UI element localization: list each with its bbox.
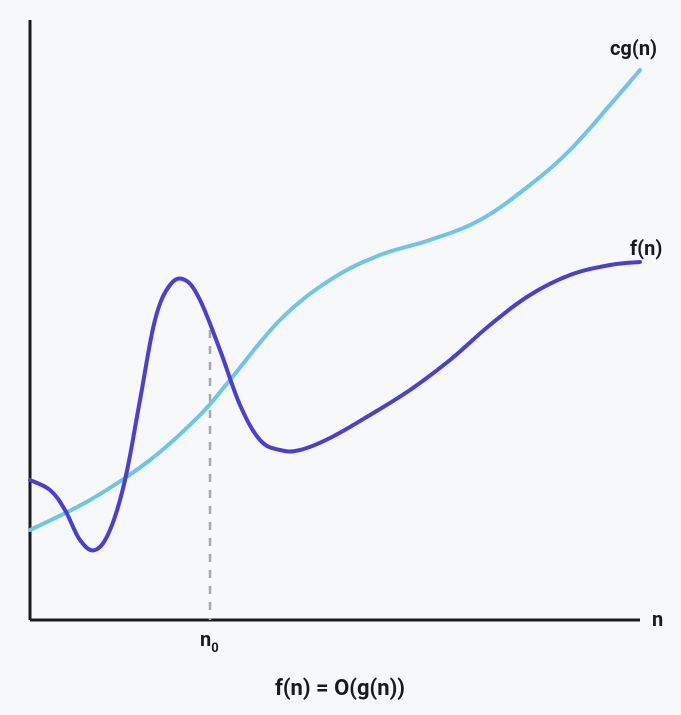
big-o-chart: cg(n) f(n) n n0 f(n) = O(g(n)) <box>0 0 681 715</box>
f-label: f(n) <box>630 236 662 260</box>
caption: f(n) = O(g(n)) <box>275 676 405 701</box>
cg-curve <box>30 70 640 530</box>
f-curve <box>30 262 640 550</box>
x-axis-label: n <box>652 607 663 631</box>
chart-svg: cg(n) f(n) n n0 f(n) = O(g(n)) <box>0 0 681 715</box>
cg-label: cg(n) <box>610 36 657 60</box>
n0-label: n0 <box>200 627 219 656</box>
